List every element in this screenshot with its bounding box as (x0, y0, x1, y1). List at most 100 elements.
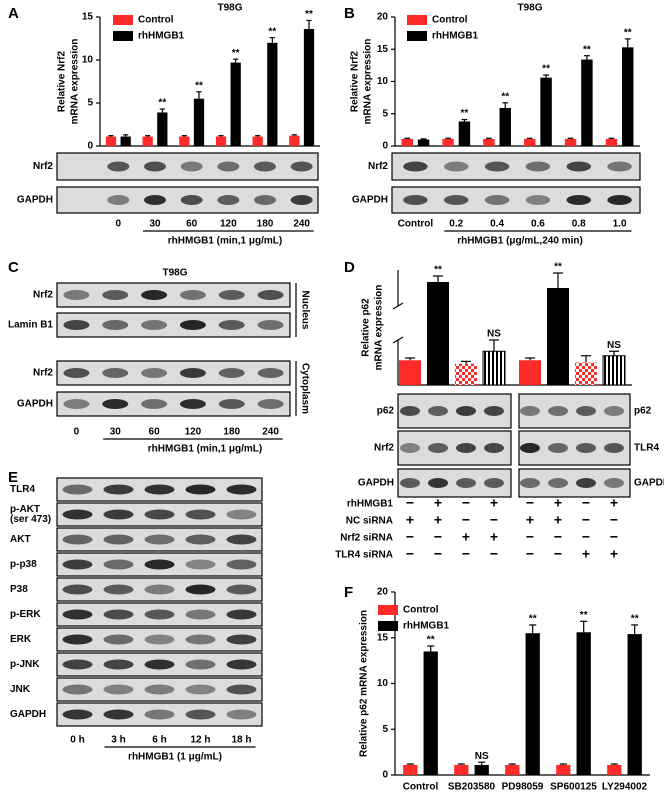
blot-band (144, 609, 175, 620)
y-tick-label: 15 (82, 12, 94, 23)
x-tick-label: 0 (116, 219, 122, 230)
bar (576, 632, 591, 775)
legend-swatch (378, 605, 398, 615)
treatment-sign: − (434, 529, 442, 545)
annotation: ** (461, 108, 469, 119)
bar (556, 764, 571, 775)
blot-band (144, 584, 175, 595)
blot-band (520, 406, 540, 416)
blot-band (456, 478, 476, 488)
annotation: ** (583, 44, 591, 55)
legend-swatch (113, 31, 133, 41)
x-tick-label: 0.6 (531, 219, 545, 230)
blot-band (179, 368, 206, 378)
panel-label: B (344, 5, 355, 22)
blot-band (290, 161, 313, 172)
lane-label: 0 (74, 427, 80, 438)
blot-band (226, 484, 257, 495)
blot-band (103, 534, 134, 545)
treatment-sign: − (610, 512, 618, 528)
panel-label: D (344, 259, 355, 276)
blot-row-label: p62 (377, 406, 395, 417)
blot-band (185, 709, 216, 720)
blot (56, 391, 291, 417)
legend-label: rhHMGB1 (432, 31, 479, 42)
bar (442, 138, 454, 146)
blot-band (218, 399, 245, 409)
y-tick-label: 10 (377, 76, 389, 87)
bar (252, 136, 263, 146)
treatment-sign: + (434, 495, 442, 511)
y-tick-label: 15 (377, 632, 389, 643)
blot-row-label: JNK (10, 684, 31, 695)
bar (120, 136, 131, 146)
bar (157, 112, 168, 146)
blot (391, 152, 641, 181)
blot-band (144, 709, 175, 720)
blot-band (520, 443, 540, 453)
blot-band (217, 195, 240, 205)
blot-band (185, 634, 216, 645)
lane-label: 120 (185, 427, 202, 438)
blot-band (63, 320, 90, 330)
blot (56, 360, 291, 386)
treatment-sign: − (582, 529, 590, 545)
blot-row-label: Nrf2 (33, 290, 53, 301)
blot-band (144, 484, 175, 495)
blot-band (400, 478, 420, 488)
blot-band (141, 320, 168, 330)
blot-row-label: p-JNK (10, 659, 40, 670)
annotation: ** (195, 80, 203, 91)
blot-band (179, 399, 206, 409)
blot-row-label: GAPDH (358, 478, 394, 489)
annotation: ** (158, 98, 166, 109)
blot (56, 577, 263, 602)
blot-band (548, 406, 568, 416)
bar (458, 121, 471, 146)
blot-band (144, 559, 175, 570)
blot-row-label: p-p38 (10, 559, 37, 570)
blot-band (185, 534, 216, 545)
legend-label: rhHMGB1 (138, 31, 185, 42)
blot-row-label: TLR4 (634, 443, 659, 454)
treatment-sign: + (582, 546, 590, 562)
blot-band (217, 161, 240, 172)
bar (540, 77, 552, 146)
blot-band (484, 161, 510, 172)
blot-band (103, 484, 134, 495)
x-tick-label: Control (403, 782, 439, 793)
treatment-sign: − (526, 546, 534, 562)
blot-row-label: AKT (10, 534, 31, 545)
bar (564, 138, 577, 146)
x-axis-label: rhHMGB1 (min,1 μg/mL) (168, 236, 282, 247)
annotation: NS (607, 340, 621, 351)
legend-label: Control (138, 15, 174, 26)
bar (423, 651, 438, 775)
blot-band (257, 320, 284, 330)
blot-band (185, 559, 216, 570)
blot-band (520, 478, 540, 488)
blot-band (226, 634, 257, 645)
lane-label: 0 h (70, 735, 84, 746)
blot-row-label: Nrf2 (374, 443, 394, 454)
legend-label: Control (432, 15, 468, 26)
treatment-sign: − (462, 495, 470, 511)
lane-label: 18 h (231, 735, 251, 746)
x-axis-label: rhHMGB1 (min,1 μg/mL) (148, 444, 262, 455)
x-tick-label: 240 (293, 219, 310, 230)
blot-band (185, 609, 216, 620)
chart-title: T98G (517, 3, 542, 14)
blot-row-label: Nrf2 (33, 161, 53, 172)
treatment-sign: − (610, 529, 618, 545)
treatment-sign: + (554, 512, 562, 528)
blot-band (604, 443, 624, 453)
blot-band (607, 161, 632, 172)
blot-band (107, 195, 130, 205)
blot-band (218, 320, 245, 330)
panel-label: C (8, 259, 19, 276)
bar (289, 135, 300, 146)
blot (56, 312, 291, 338)
treatment-sign: − (490, 546, 498, 562)
x-tick-label: 0.4 (490, 219, 504, 230)
